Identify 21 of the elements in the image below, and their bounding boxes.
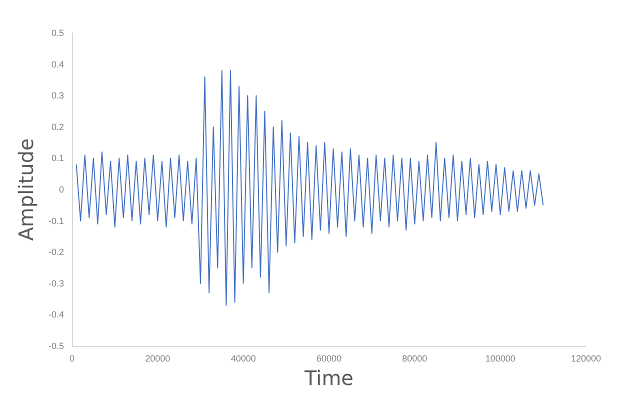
y-tick-label: 0.5 (51, 28, 64, 38)
y-tick-label: 0.2 (51, 122, 64, 132)
y-tick-label: -0.3 (48, 278, 64, 288)
x-tick-label: 100000 (485, 354, 516, 364)
x-axis-title: Time (304, 366, 354, 390)
x-tick-label: 120000 (570, 354, 602, 364)
y-tick-label: -0.1 (48, 216, 64, 226)
x-tick-label: 60000 (316, 354, 342, 364)
y-tick-label: 0.1 (51, 153, 64, 164)
x-tick-label: 40000 (230, 354, 256, 364)
y-tick-label: -0.4 (48, 310, 64, 320)
x-tick-label: 20000 (145, 354, 170, 364)
line-series (76, 70, 544, 306)
y-tick-label: -0.5 (48, 341, 64, 351)
x-tick-label: 0 (69, 354, 75, 364)
y-tick-label: 0.3 (51, 90, 64, 101)
y-tick-label: 0.4 (51, 59, 64, 70)
x-tick-label: 80000 (402, 354, 428, 364)
y-tick-label: -0.2 (48, 247, 64, 258)
y-tick-label: 0 (58, 184, 64, 194)
y-axis-title: Amplitude (14, 138, 38, 241)
